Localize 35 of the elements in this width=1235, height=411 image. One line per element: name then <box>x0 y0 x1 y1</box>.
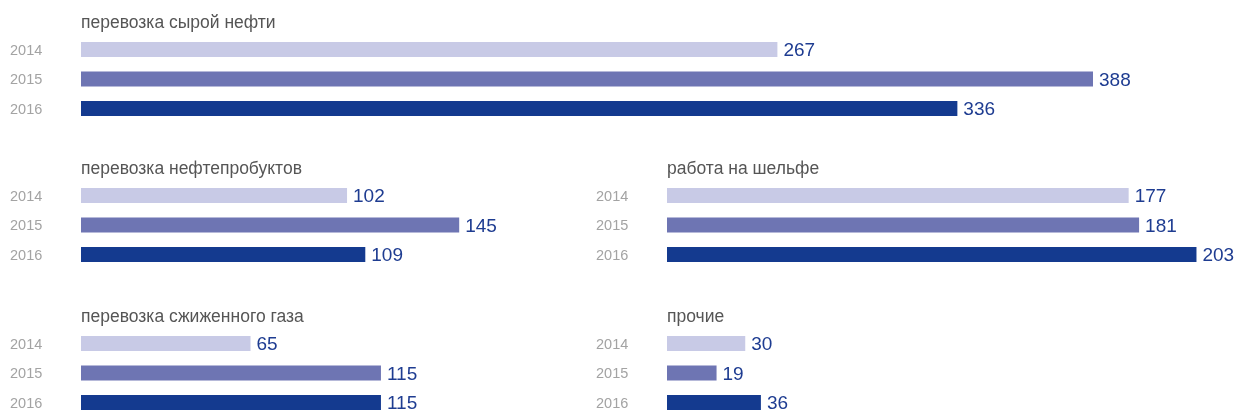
data-label: 36 <box>766 392 789 411</box>
data-label: 115 <box>386 362 418 384</box>
chart-title: перевозка сжиженного газа <box>81 306 304 326</box>
data-label: 336 <box>963 98 996 120</box>
y-tick-label: 2014 <box>10 187 43 204</box>
y-tick-label: 2015 <box>596 217 629 234</box>
data-label: 388 <box>1099 68 1131 90</box>
y-tick-label: 2015 <box>10 217 43 234</box>
y-tick-label: 2015 <box>596 365 629 382</box>
y-tick-label: 2016 <box>10 100 43 117</box>
data-label: 267 <box>783 39 816 61</box>
y-tick-label: 2016 <box>10 246 43 263</box>
data-label: 19 <box>722 362 744 384</box>
data-label: 177 <box>1134 185 1167 207</box>
data-label: 65 <box>256 333 278 355</box>
y-tick-label: 2016 <box>596 246 629 263</box>
y-tick-label: 2014 <box>10 335 43 352</box>
y-tick-label: 2014 <box>596 187 629 204</box>
y-tick-label: 2014 <box>10 41 43 58</box>
data-label: 181 <box>1145 214 1177 236</box>
chart-title: прочие <box>667 306 725 326</box>
y-tick-label: 2015 <box>10 71 43 88</box>
y-tick-label: 2015 <box>10 365 43 382</box>
data-label: 203 <box>1202 244 1235 266</box>
chart-title: работа на шельфе <box>667 158 820 178</box>
data-label: 30 <box>751 333 773 355</box>
y-tick-label: 2014 <box>596 335 629 352</box>
y-tick-label: 2016 <box>596 394 629 411</box>
y-tick-label: 2016 <box>10 394 43 411</box>
data-label: 102 <box>353 185 385 207</box>
chart-title: перевозка нефтепробуктов <box>81 158 302 178</box>
data-label: 115 <box>386 392 418 411</box>
chart-title: перевозка сырой нефти <box>81 12 276 32</box>
data-label: 145 <box>465 214 497 236</box>
data-label: 109 <box>371 244 403 266</box>
